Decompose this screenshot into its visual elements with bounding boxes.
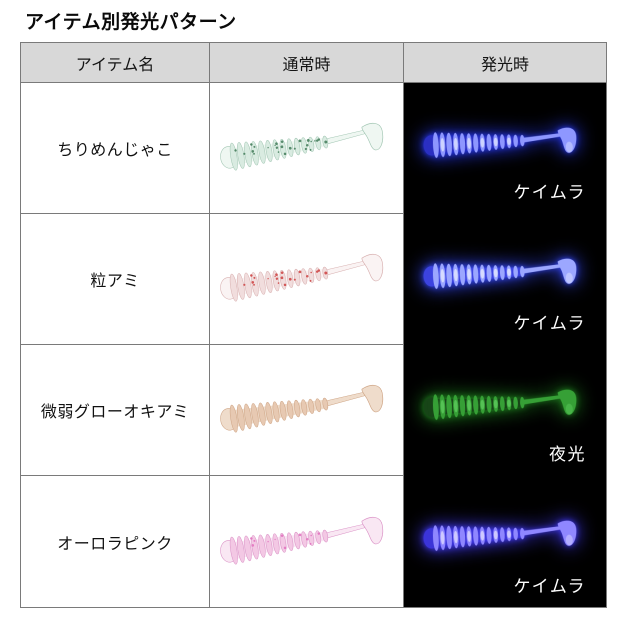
lure-glow-image [423,520,577,551]
glow-pattern-table: アイテム名 通常時 発光時 ちりめんじゃこ ケイムラ 粒アミ ケイムラ 微弱グロ… [20,42,607,608]
normal-state-cell [210,345,404,476]
item-name-cell: ちりめんじゃこ [21,83,210,214]
header-cell-normal-state: 通常時 [210,43,404,83]
item-name-cell: 粒アミ [21,214,210,345]
normal-state-cell [210,83,404,214]
glow-type-label: ケイムラ [513,183,586,202]
glow-type-label: ケイムラ [513,314,586,333]
normal-state-cell [210,214,404,345]
lure-normal-image [219,253,383,302]
glow-type-label: ケイムラ [513,577,586,596]
header-cell-item-name: アイテム名 [21,43,210,83]
glow-state-cell: ケイムラ [404,476,606,607]
lure-glow-image [423,127,577,158]
glow-state-cell: ケイムラ [404,214,606,345]
glow-state-cell: ケイムラ [404,83,606,214]
page-title: アイテム別発光パターン [25,12,237,33]
lure-normal-image [219,384,383,433]
header-cell-glow-state: 発光時 [404,43,606,83]
normal-state-cell [210,476,404,607]
lure-glow-image [423,258,577,289]
glow-type-label: 夜光 [549,445,586,464]
lure-glow-image [423,389,577,420]
item-name-cell: オーロラピンク [21,476,210,607]
item-name-cell: 微弱グローオキアミ [21,345,210,476]
lure-normal-image [219,122,383,171]
lure-normal-image [219,516,383,564]
glow-state-cell: 夜光 [404,345,606,476]
